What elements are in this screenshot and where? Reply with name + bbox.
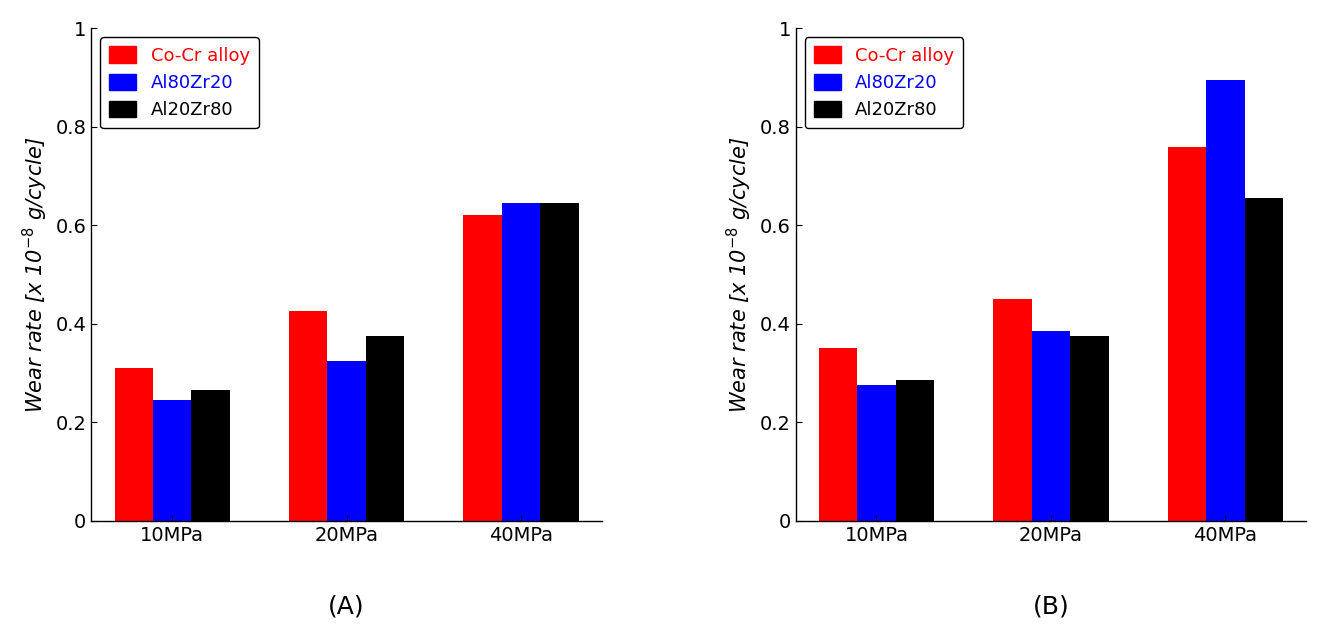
Bar bbox=[1070, 336, 1108, 521]
Legend: Co-Cr alloy, Al80Zr20, Al20Zr80: Co-Cr alloy, Al80Zr20, Al20Zr80 bbox=[101, 37, 259, 128]
Bar bbox=[896, 380, 934, 521]
Text: (B): (B) bbox=[1032, 594, 1070, 618]
Bar bbox=[502, 203, 540, 521]
Y-axis label: Wear rate [x 10$^{-8}$ g/cycle]: Wear rate [x 10$^{-8}$ g/cycle] bbox=[21, 137, 50, 413]
Bar bbox=[153, 400, 191, 521]
Bar bbox=[366, 336, 405, 521]
Text: (A): (A) bbox=[328, 594, 365, 618]
Bar bbox=[289, 311, 328, 521]
Bar bbox=[1032, 331, 1070, 521]
Bar bbox=[191, 391, 230, 521]
Bar bbox=[994, 299, 1032, 521]
Legend: Co-Cr alloy, Al80Zr20, Al20Zr80: Co-Cr alloy, Al80Zr20, Al20Zr80 bbox=[804, 37, 963, 128]
Bar bbox=[857, 385, 896, 521]
Bar bbox=[328, 361, 366, 521]
Bar bbox=[114, 368, 153, 521]
Y-axis label: Wear rate [x 10$^{-8}$ g/cycle]: Wear rate [x 10$^{-8}$ g/cycle] bbox=[726, 137, 755, 413]
Bar bbox=[463, 215, 502, 521]
Bar bbox=[1168, 147, 1206, 521]
Bar bbox=[1245, 198, 1283, 521]
Bar bbox=[1206, 80, 1245, 521]
Bar bbox=[819, 349, 857, 521]
Bar bbox=[540, 203, 579, 521]
